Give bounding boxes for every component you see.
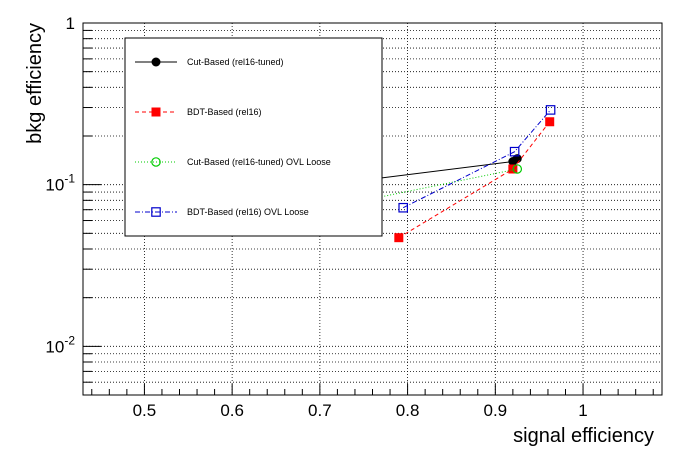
data-series <box>366 105 556 243</box>
legend-box <box>124 37 383 237</box>
data-point <box>545 105 556 115</box>
data-point <box>398 202 409 213</box>
x-tick-label: 0.9 <box>483 401 507 420</box>
y-axis-title: bkg efficiency <box>24 23 46 144</box>
series-line <box>402 109 551 209</box>
data-point <box>545 117 555 127</box>
x-tick-label: 1 <box>578 401 587 420</box>
legend-label: Cut-Based (rel16-tuned) <box>187 57 284 67</box>
x-tick-label: 0.6 <box>220 401 244 420</box>
y-tick-label: 10-1 <box>45 172 75 195</box>
legend-label: BDT-Based (rel16) OVL Loose <box>187 207 309 217</box>
tick-labels: 0.5 0.6 0.7 0.8 0.9 1 1 10-1 10-2 <box>45 14 587 420</box>
legend-entry: Cut-Based (rel16-tuned) OVL Loose <box>135 157 331 167</box>
series-4 <box>398 105 556 213</box>
legend-label: BDT-Based (rel16) <box>187 107 262 117</box>
legend-entry: BDT-Based (rel16) <box>135 107 262 117</box>
data-point <box>509 146 520 157</box>
y-tick-label: 1 <box>66 14 75 33</box>
legend-label: Cut-Based (rel16-tuned) OVL Loose <box>187 157 331 167</box>
legend-marker <box>151 107 161 117</box>
legend-marker <box>151 57 161 67</box>
legend-marker <box>151 157 161 167</box>
x-tick-label: 0.7 <box>308 401 332 420</box>
x-tick-label: 0.5 <box>133 401 157 420</box>
data-point <box>394 233 404 243</box>
legend: Cut-Based (rel16-tuned) BDT-Based (rel16)… <box>124 37 383 237</box>
y-tick-label: 10-2 <box>45 333 75 356</box>
series-line <box>372 168 518 200</box>
axes <box>82 22 663 396</box>
x-axis-title: signal efficiency <box>513 425 654 447</box>
legend-entry: Cut-Based (rel16-tuned) <box>135 57 284 67</box>
data-point <box>512 164 523 174</box>
series-1 <box>366 154 522 184</box>
x-tick-label: 0.8 <box>396 401 420 420</box>
legend-marker <box>151 207 161 217</box>
legend-entry: BDT-Based (rel16) OVL Loose <box>135 207 309 217</box>
